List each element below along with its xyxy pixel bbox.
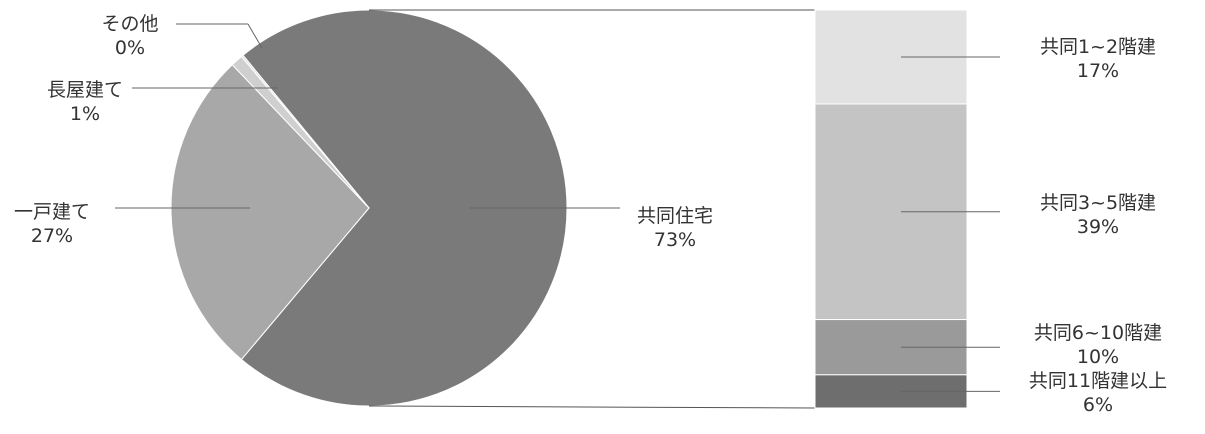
leader-slice-3b [247, 23, 263, 49]
pie-slice-3 [240, 54, 370, 209]
pie-slice-1 [170, 64, 370, 361]
label-slice-2-name: 長屋建て [47, 79, 123, 101]
label-slice-2-value: 1% [70, 103, 100, 125]
label-segment-2-name: 共同6~10階建 [1034, 322, 1162, 344]
label-segment-0-name: 共同1~2階建 [1040, 36, 1156, 58]
pie [170, 9, 568, 407]
label-segment-1-value: 39% [1077, 216, 1119, 238]
stacked-bar [814, 9, 968, 409]
label-segment-2-value: 10% [1077, 346, 1119, 368]
label-slice-3-name: その他 [101, 13, 158, 35]
label-segment-1-name: 共同3~5階建 [1040, 192, 1156, 214]
label-segment-3-value: 6% [1083, 394, 1113, 416]
leader-lines [115, 23, 1000, 392]
label-segment-0-value: 17% [1077, 60, 1119, 82]
label-slice-1-value: 27% [31, 225, 73, 247]
label-slice-3-value: 0% [115, 37, 145, 59]
label-segment-3-name: 共同11階建以上 [1029, 370, 1167, 392]
label-slice-0-name: 共同住宅 [637, 205, 713, 227]
label-slice-0-value: 73% [654, 229, 696, 251]
connector-bottom [368, 405, 816, 409]
label-slice-1-name: 一戸建て [14, 201, 90, 223]
pie-to-bar-connectors [368, 9, 816, 409]
